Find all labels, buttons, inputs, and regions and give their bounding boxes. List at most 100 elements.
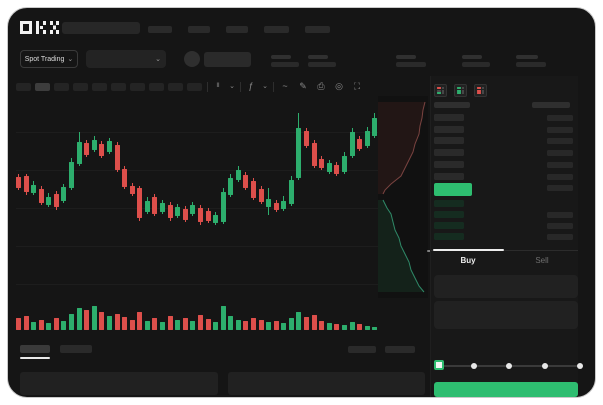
ask-price-2[interactable] [434,137,464,145]
timeframe-pill-1[interactable] [35,83,50,91]
timeframe-pill-4[interactable] [92,83,107,91]
ask-price-4[interactable] [434,160,464,168]
history-panel[interactable] [228,372,425,395]
line-tool-icon[interactable]: ~ [282,81,288,91]
ask-price-5[interactable] [434,172,464,180]
chevron-down-icon: ⌄ [155,55,161,63]
bottom-control-0[interactable] [348,346,376,353]
volume-bar [372,327,378,330]
candle-body [296,128,302,178]
timeframe-pill-9[interactable] [187,83,202,91]
icon-cell [477,92,481,94]
icon-cell [437,87,441,89]
volume-bar [258,320,264,330]
slider-stop-2[interactable] [506,363,512,369]
active-tab-underline [433,249,504,251]
pair-selector[interactable]: ⌄ [86,50,166,68]
volume-bar [69,314,75,330]
volume-bar [23,316,29,330]
candle-body [213,215,219,223]
slider-stop-1[interactable] [470,363,477,369]
volume-bar [205,319,211,330]
stat-value-2 [396,62,426,67]
timeframe-pill-5[interactable] [111,83,126,91]
icon-cell [457,89,461,92]
nav-item-2[interactable] [226,26,248,33]
volume-bar [341,325,347,330]
tab-buy[interactable]: Buy [460,256,476,265]
chevron-down-icon[interactable]: ⌄ [262,83,268,90]
ask-price-1[interactable] [434,125,464,133]
buy-button[interactable] [434,382,578,397]
timeframe-pill-7[interactable] [149,83,164,91]
timeframe-pill-6[interactable] [130,83,145,91]
candle-body [319,159,325,168]
camera-icon[interactable]: ⎙ [317,81,325,91]
orderbook-last-price[interactable] [434,183,472,196]
app-window: Spot Trading ⌄ ⌄ ᴵᴵ ⌄ ƒ ⌄ ~ ✎ ⎙ ◎ ⛶ Buy … [7,7,596,398]
bottom-tab-1[interactable] [60,345,92,353]
icon-row [437,87,444,89]
stat-value-3 [462,62,490,67]
orders-panel[interactable] [20,372,218,395]
split-book-icon[interactable] [434,84,447,97]
volume-bar [16,318,21,330]
amount-input[interactable] [434,301,578,329]
volume-bar [288,318,294,330]
nav-item-1[interactable] [188,26,210,33]
nav-item-3[interactable] [264,26,289,33]
icon-row [477,87,484,89]
slider-stop-4[interactable] [577,363,583,369]
ask-price-3[interactable] [434,149,464,157]
volume-bar [182,318,188,330]
tab-sell[interactable]: Sell [535,256,549,265]
volume-bar [76,308,82,330]
bid-price-3[interactable] [434,233,464,240]
price-input[interactable] [434,275,578,298]
bid-price-0[interactable] [434,200,464,207]
timeframe-pill-8[interactable] [168,83,183,91]
bid-price-1[interactable] [434,211,464,218]
bottom-control-1[interactable] [385,346,415,353]
icon-cell [462,92,464,94]
asks-only-book-icon[interactable] [474,84,487,97]
fullscreen-icon[interactable]: ⛶ [353,81,361,91]
candlestick-chart[interactable] [16,100,380,298]
timeframe-pill-0[interactable] [16,83,31,91]
icon-cell [482,92,484,94]
bid-price-2[interactable] [434,222,464,229]
volume-bar [114,314,120,330]
chevron-down-icon[interactable]: ⌄ [229,83,235,90]
toolbar-divider [273,82,274,92]
depth-chart[interactable] [378,96,428,298]
active-bottom-tab-underline [20,357,50,359]
candle-body [357,139,363,149]
icon-cell [457,92,461,94]
bottom-tab-0[interactable] [20,345,50,353]
slider-handle[interactable] [434,360,444,370]
nav-item-0[interactable] [148,26,172,33]
timeframe-pill-3[interactable] [73,83,88,91]
candle-body [266,199,272,207]
timeframe-pill-2[interactable] [54,83,69,91]
slider-stop-3[interactable] [541,363,548,369]
search-input[interactable] [62,22,140,34]
account-button[interactable] [204,52,251,67]
volume-bar [296,312,302,330]
nav-item-4[interactable] [305,26,330,33]
candle-body [31,185,37,193]
candle-body [46,197,52,205]
volume-bar [243,321,249,330]
icon-cell [477,87,481,89]
indicators-icon[interactable]: ƒ [248,81,254,91]
ask-price-0[interactable] [434,114,464,121]
market-type-selector[interactable]: Spot Trading ⌄ [20,50,78,68]
draw-tool-icon[interactable]: ✎ [299,81,307,91]
stat-label-4 [516,55,538,59]
settings-icon[interactable]: ◎ [335,81,343,91]
bids-only-book-icon[interactable] [454,84,467,97]
avatar[interactable] [184,51,200,67]
volume-bar [304,317,310,330]
candle-style-icon[interactable]: ᴵᴵ [216,81,220,91]
candle-body [258,189,264,202]
